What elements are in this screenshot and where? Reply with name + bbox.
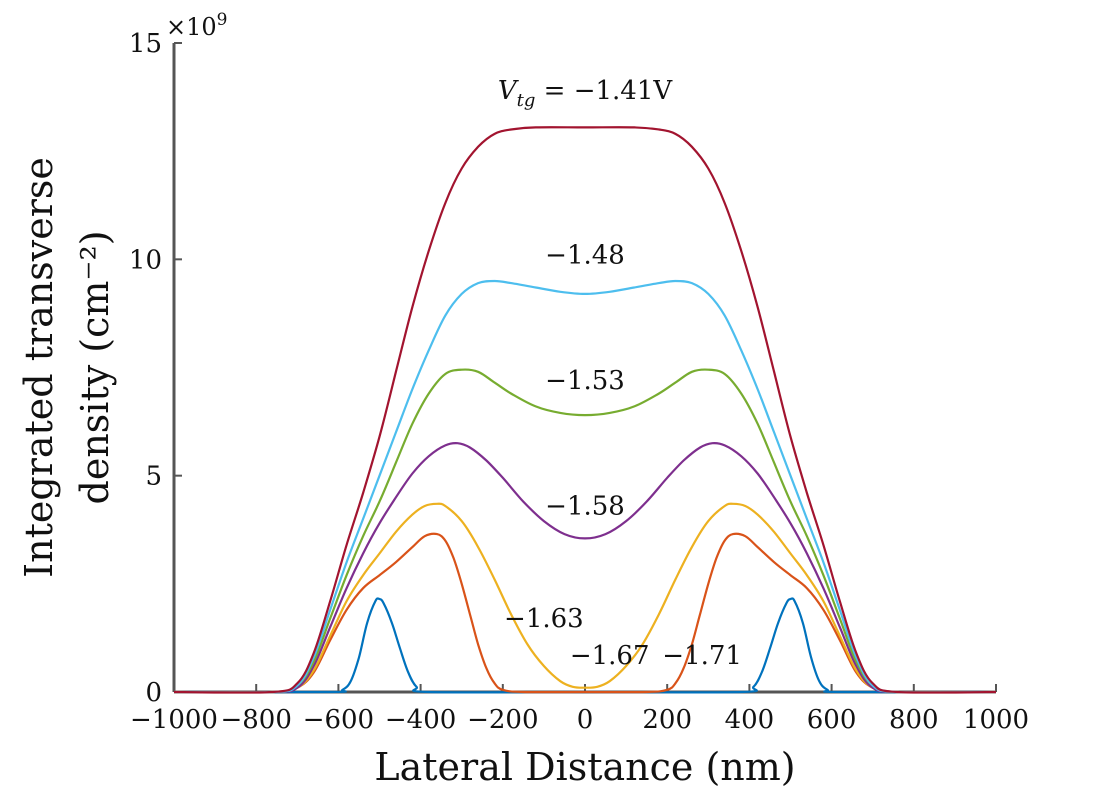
y-tick-label: 15 (129, 29, 162, 59)
y-axis-title-line2: density (cm⁻²) (73, 230, 117, 504)
tick-labels: −1000 −800 −600 −400 −200 0 200 400 600 800 1000 0 5… (129, 29, 1029, 735)
y-tick-label: 5 (145, 462, 162, 492)
x-tick-label: 600 (807, 705, 857, 735)
x-tick-label: −600 (303, 705, 374, 735)
series-line (173, 502, 997, 694)
series-layer (173, 126, 997, 694)
curve-label: −1.67 (570, 641, 650, 671)
x-tick-label: −800 (220, 705, 291, 735)
curve-label: −1.53 (545, 366, 625, 396)
x-tick-label: −200 (467, 705, 538, 735)
series-line (173, 442, 997, 694)
curve-label: −1.48 (545, 241, 625, 271)
x-tick-label: 400 (725, 705, 775, 735)
x-tick-label: 800 (889, 705, 939, 735)
y-tick-label: 0 (145, 678, 162, 708)
x-tick-label: 200 (642, 705, 692, 735)
x-axis-title: Lateral Distance (nm) (374, 745, 795, 789)
series-line (173, 279, 997, 694)
curve-label: −1.71 (662, 641, 742, 671)
series-line (173, 368, 997, 694)
curve-label: Vtg = −1.41V (498, 76, 674, 111)
y-scale-base: ×10 (166, 13, 217, 41)
y-tick-label: 10 (129, 245, 162, 275)
x-tick-label: −400 (385, 705, 456, 735)
series-line (173, 126, 997, 694)
curve-label: −1.58 (545, 492, 625, 522)
x-tick-label: 1000 (963, 705, 1029, 735)
y-scale-multiplier: ×109 (166, 10, 227, 41)
y-scale-exponent: 9 (217, 10, 228, 30)
series-line (173, 532, 997, 694)
curve-annotations: Vtg = −1.41V −1.48 −1.53 −1.58 −1.63 −1.67 −1.… (498, 76, 742, 671)
x-tick-label: 0 (577, 705, 594, 735)
curve-label: −1.63 (504, 604, 584, 634)
x-tick-label: −1000 (130, 705, 218, 735)
y-axis-title-line1: Integrated transverse (17, 157, 61, 578)
